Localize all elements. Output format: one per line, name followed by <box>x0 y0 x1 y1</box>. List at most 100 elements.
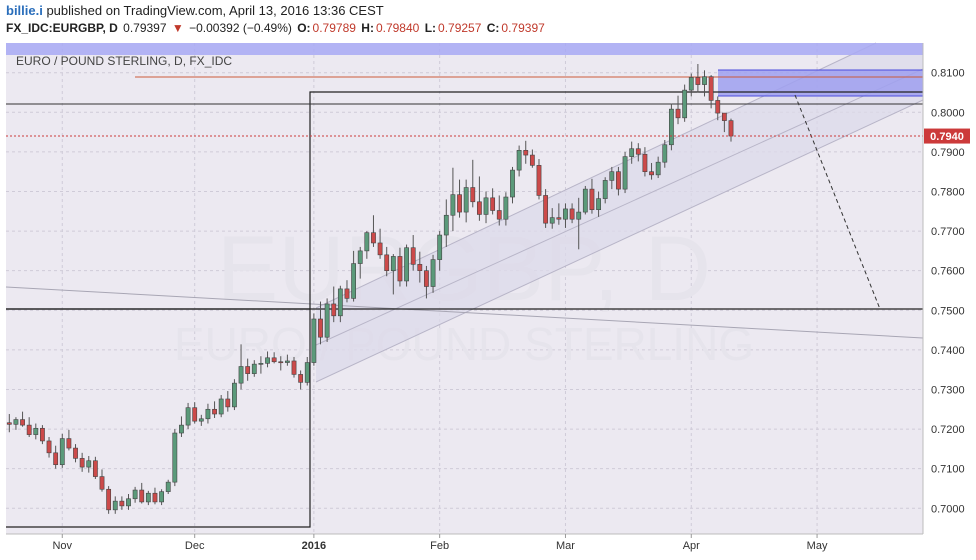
candle-body <box>510 169 515 198</box>
candle-body <box>397 256 403 282</box>
publish-line: billie.i published on TradingView.com, A… <box>6 3 384 18</box>
candle-body <box>304 362 310 383</box>
candle-body <box>582 188 588 213</box>
channel-mid-line <box>315 68 924 346</box>
y-tick-label: 0.7900 <box>931 147 965 159</box>
candle-body <box>569 208 575 220</box>
open-label: O: <box>297 21 311 35</box>
change-value: −0.00392 (−0.49%) <box>189 21 292 35</box>
candle-body <box>523 150 529 156</box>
candle-body <box>483 197 489 215</box>
candle-body <box>556 217 562 220</box>
candle-body <box>649 171 654 176</box>
candle-body <box>589 188 595 211</box>
y-tick-label: 0.7400 <box>931 345 965 357</box>
candle-body <box>33 427 39 435</box>
candle-body <box>238 366 244 384</box>
candle-body <box>344 288 350 299</box>
high-value: 0.79840 <box>375 21 420 35</box>
close-label: C: <box>486 21 500 35</box>
x-tick-label: Mar <box>556 540 575 552</box>
low-value: 0.79257 <box>438 21 482 35</box>
candle-body <box>463 187 469 213</box>
candle-body <box>629 148 635 157</box>
author-link[interactable]: billie.i <box>6 3 43 18</box>
candle-body <box>145 492 151 503</box>
candle-body <box>139 489 145 503</box>
published-text: published on TradingView.com, April 13, … <box>42 3 384 18</box>
candle-body <box>26 424 32 435</box>
y-tick-label: 0.7100 <box>931 464 965 476</box>
candle-body <box>596 198 601 211</box>
candle-body <box>298 374 304 383</box>
candle-body <box>258 363 264 365</box>
candle-body <box>688 77 694 91</box>
y-tick-label: 0.7800 <box>931 186 965 198</box>
candle-body <box>622 156 628 190</box>
candle-body <box>516 150 522 171</box>
candle-body <box>563 208 568 220</box>
candle-body <box>126 498 131 507</box>
y-tick-label: 0.7500 <box>931 305 965 317</box>
candle-body <box>99 476 105 490</box>
candle-body <box>337 288 343 317</box>
candle-body <box>119 500 125 507</box>
x-tick-label: 2016 <box>302 540 326 552</box>
candle-body <box>232 382 237 408</box>
candle-body <box>410 247 416 265</box>
chart-title: EURO / POUND STERLING, D, FX_IDC <box>16 54 232 68</box>
candle-body <box>437 234 443 260</box>
y-tick-label: 0.7600 <box>931 266 965 278</box>
y-tick-label: 0.8100 <box>931 68 965 80</box>
candle-body <box>205 408 211 420</box>
candle-body <box>708 76 714 101</box>
candle-body <box>172 432 178 483</box>
x-axis-ticks: Nov Dec 2016 Feb Mar Apr May <box>52 534 828 552</box>
y-tick-label: 0.7300 <box>931 384 965 396</box>
candle-body <box>218 398 224 415</box>
down-arrow-icon: ▼ <box>171 21 184 35</box>
candle-body <box>159 491 164 503</box>
candle-body <box>132 489 138 500</box>
candle-body <box>185 407 191 426</box>
x-tick-label: Nov <box>52 540 72 552</box>
candle-body <box>721 112 727 121</box>
candle-body <box>635 148 641 155</box>
candle-body <box>331 303 337 317</box>
candle-body <box>695 77 701 85</box>
candle-body <box>311 318 317 363</box>
candle-body <box>6 422 12 425</box>
y-tick-label: 0.7700 <box>931 226 965 238</box>
candle-body <box>536 165 542 196</box>
candle-body <box>476 201 482 215</box>
candle-body <box>450 194 456 216</box>
candle-body <box>212 408 217 415</box>
candle-body <box>192 407 198 422</box>
candle-body <box>165 481 171 492</box>
candle-body <box>278 361 284 364</box>
candle-body <box>225 398 231 408</box>
candle-body <box>324 303 330 338</box>
y-tick-label: 0.7200 <box>931 424 965 436</box>
candle-body <box>496 210 502 220</box>
candle-body <box>390 256 396 271</box>
candle-body <box>66 438 72 449</box>
candle-body <box>59 438 65 466</box>
candle-body <box>152 492 158 503</box>
range-box-2 <box>309 91 923 309</box>
candle-body <box>318 318 323 338</box>
y-tick-label: 0.8000 <box>931 107 965 119</box>
candle-body <box>702 76 707 85</box>
trend-line <box>5 286 924 339</box>
candle-body <box>424 270 429 287</box>
candle-body <box>351 263 356 299</box>
projection-line <box>794 94 881 310</box>
candle-body <box>728 120 734 137</box>
candle-body <box>40 427 45 442</box>
candle-body <box>291 360 297 375</box>
candle-body <box>13 419 19 425</box>
candle-body <box>669 108 674 146</box>
candle-body <box>715 100 721 114</box>
candle-body <box>675 108 681 119</box>
